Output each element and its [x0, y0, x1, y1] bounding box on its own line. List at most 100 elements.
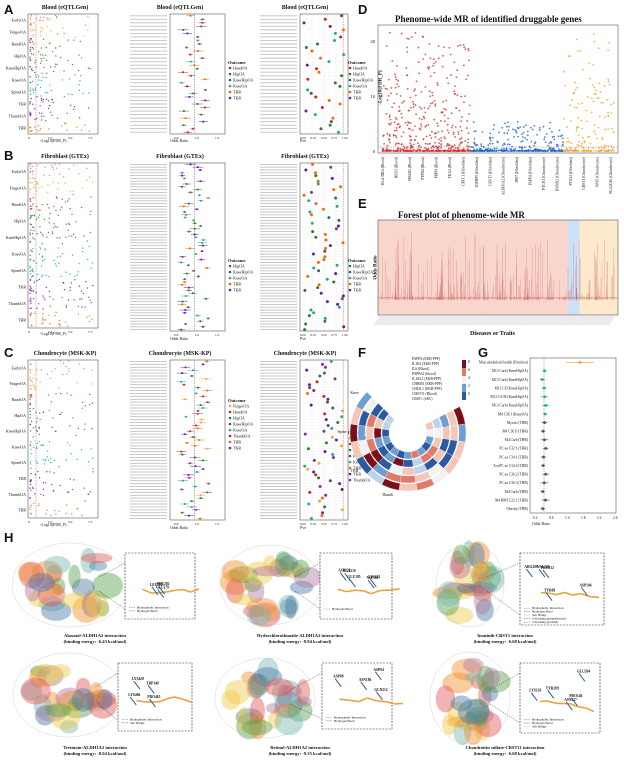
b-forest-estimate — [189, 191, 192, 194]
b-man-point — [31, 275, 34, 278]
c-pve-point — [317, 461, 321, 465]
c-man-point — [75, 434, 77, 437]
b-pve-legend-swatch — [348, 288, 352, 292]
d-point — [445, 144, 448, 147]
c-man-point — [65, 365, 67, 368]
b-man-point — [29, 241, 31, 243]
b-man-point — [32, 196, 35, 199]
a-pve-point — [328, 24, 332, 28]
panel-label-d: D — [358, 2, 368, 17]
g-frame — [529, 357, 617, 514]
d-point — [456, 69, 459, 72]
d-point — [383, 143, 386, 145]
b-man-point — [71, 194, 74, 196]
a-pve-point — [320, 106, 324, 110]
h-protein-surface-4 — [75, 677, 91, 698]
a-pve-xtick: 0.50 — [321, 136, 327, 140]
e-xtick-label — [410, 315, 417, 326]
a-man-point — [33, 22, 35, 24]
d-point — [428, 134, 431, 137]
a-pve-point — [306, 77, 310, 81]
b-man-point — [77, 271, 80, 273]
b-man-point — [68, 168, 70, 170]
a-man-point — [29, 48, 32, 50]
d-point — [409, 144, 412, 147]
d-point — [395, 136, 398, 139]
b-man-point — [29, 313, 31, 315]
d-point — [397, 142, 400, 145]
c-man-ylabel: HipOA — [14, 413, 26, 418]
b-forest-estimate — [205, 297, 207, 300]
d-point — [526, 130, 529, 133]
d-point — [405, 74, 408, 77]
b-man-point — [30, 208, 32, 210]
d-point — [412, 103, 415, 105]
d-point — [487, 144, 490, 147]
c-pve-point — [330, 435, 334, 439]
f-gene-label: CHI3L1 (EKB-PPP) — [412, 387, 442, 391]
d-point — [564, 150, 567, 152]
b-man-point — [41, 256, 44, 258]
b-pve-point — [314, 235, 318, 239]
c-man-point — [42, 458, 44, 461]
b-man-point — [30, 215, 32, 217]
a-man-point — [40, 97, 43, 100]
d-point — [533, 142, 536, 145]
b-legend-swatch — [228, 264, 232, 268]
h-protein-surface-3 — [445, 606, 474, 624]
c-man-point — [69, 478, 72, 480]
a-pve-legend-item: KneeOA — [353, 83, 367, 88]
c-man-point — [50, 514, 52, 517]
d-point — [428, 90, 431, 93]
d-point — [433, 62, 435, 65]
d-point — [404, 121, 407, 124]
h-protein-surface-6 — [464, 711, 478, 724]
d-point — [456, 94, 459, 97]
b-pve-point — [316, 260, 320, 264]
b-man-point — [69, 289, 71, 292]
c-man-point — [54, 509, 56, 512]
d-point — [424, 53, 427, 56]
c-man-point — [29, 506, 31, 508]
c-man-point — [36, 447, 38, 450]
b-pve-point — [323, 232, 327, 236]
d-point — [586, 120, 588, 123]
a-man-point — [30, 22, 32, 24]
b-pve-point — [323, 255, 327, 259]
c-man-point — [65, 504, 68, 506]
d-point — [427, 68, 430, 70]
a-man-point — [42, 19, 45, 22]
e-xtick-label — [404, 315, 412, 326]
d-point — [575, 38, 578, 41]
b-forest-estimate — [198, 194, 201, 197]
h-protein-surface-4 — [71, 688, 95, 712]
c-man-point — [59, 360, 62, 362]
d-point — [451, 144, 453, 147]
e-xtick-label — [574, 315, 581, 326]
h-protein-surface-3 — [460, 584, 493, 597]
d-title: Phenome-wide MR of identified druggable … — [395, 14, 582, 24]
d-point — [463, 149, 466, 152]
a-pve-point — [331, 116, 335, 120]
c-man-point — [80, 449, 83, 451]
c-man-point — [29, 396, 32, 399]
a-man-point — [35, 17, 38, 20]
d-point — [462, 148, 465, 150]
d-point — [581, 142, 583, 145]
d-point — [574, 88, 577, 91]
d-point — [610, 103, 613, 106]
a-pve-point — [333, 31, 337, 35]
d-point — [414, 125, 416, 128]
d-point — [410, 139, 413, 142]
b-man-point — [53, 205, 55, 208]
a-man-point — [33, 108, 36, 110]
b-man-point — [44, 166, 46, 169]
h-zoom-box-1 — [124, 552, 196, 620]
f-cell — [357, 425, 366, 441]
d-point — [411, 149, 413, 152]
c-man-point — [36, 421, 38, 423]
c-man-point — [32, 384, 34, 386]
h-ligand — [580, 592, 591, 598]
b-man-point — [69, 286, 71, 289]
a-pve-legend-swatch — [348, 78, 352, 82]
